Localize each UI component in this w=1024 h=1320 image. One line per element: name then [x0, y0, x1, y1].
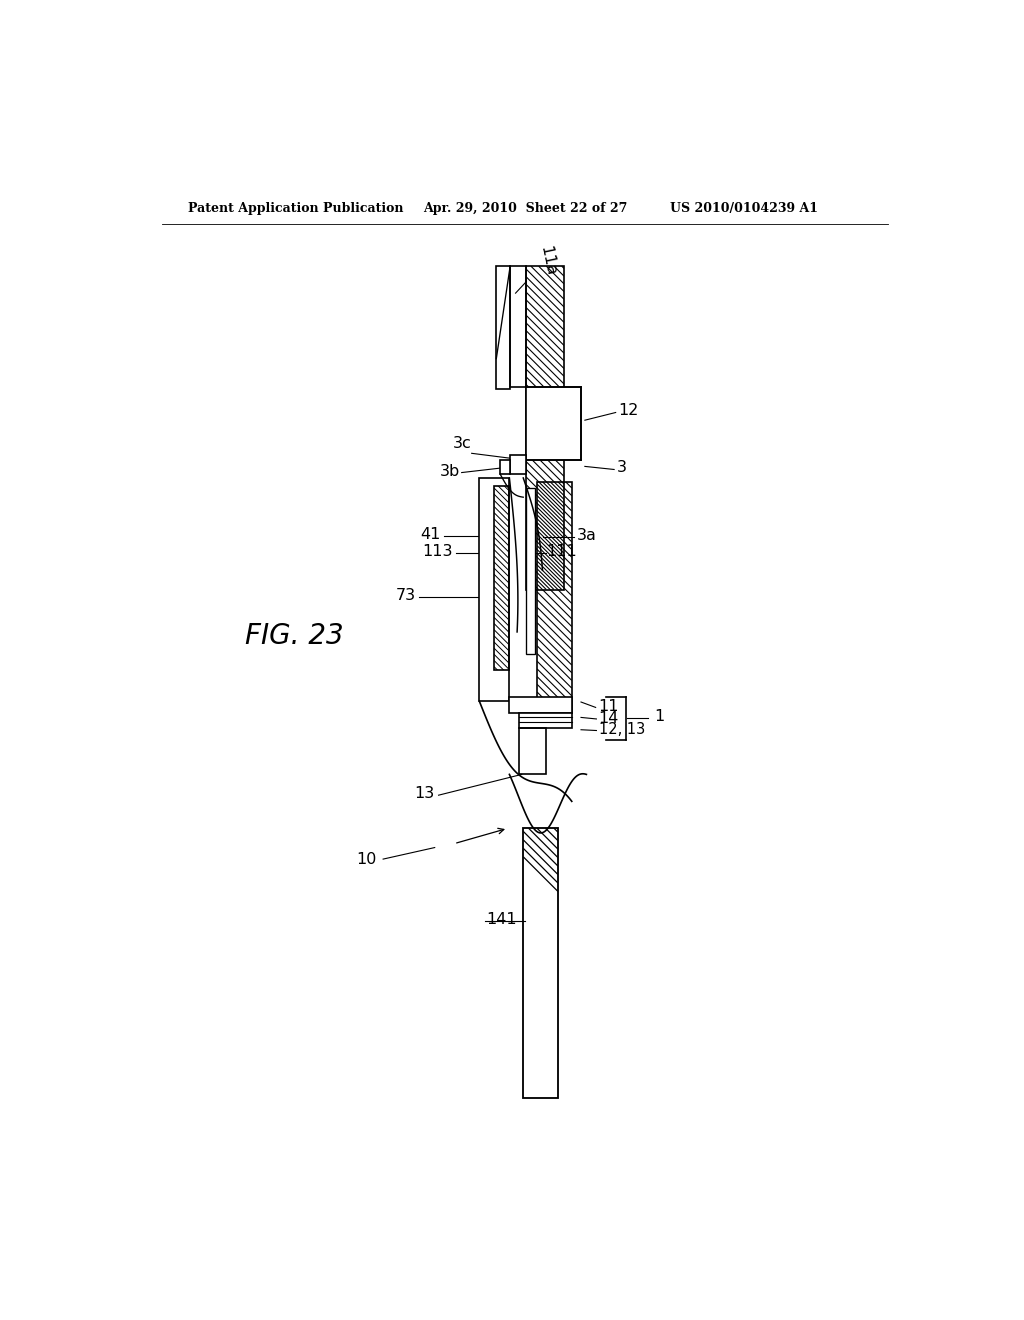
Bar: [497, 267, 510, 389]
Bar: [523, 829, 558, 1098]
Bar: [500, 461, 510, 474]
Bar: [554, 387, 581, 461]
Bar: [494, 486, 509, 671]
Text: 113: 113: [422, 544, 453, 558]
Bar: [509, 697, 571, 713]
Text: 111: 111: [547, 544, 578, 558]
Text: Apr. 29, 2010  Sheet 22 of 27: Apr. 29, 2010 Sheet 22 of 27: [423, 202, 628, 215]
Text: 10: 10: [356, 851, 377, 867]
Text: 3c: 3c: [453, 436, 472, 451]
Bar: [538, 482, 571, 713]
Text: 12: 12: [618, 404, 639, 418]
Bar: [525, 387, 581, 461]
Text: 11: 11: [598, 700, 618, 714]
Text: 73: 73: [395, 589, 416, 603]
Text: 13: 13: [415, 787, 435, 801]
Text: 12, 13: 12, 13: [599, 722, 645, 738]
Text: Patent Application Publication: Patent Application Publication: [188, 202, 403, 215]
Text: 1: 1: [654, 709, 665, 725]
Bar: [519, 713, 571, 729]
Bar: [479, 478, 509, 701]
Bar: [525, 267, 564, 590]
Text: 3a: 3a: [578, 528, 597, 544]
Text: 141: 141: [486, 912, 517, 927]
Text: 11a: 11a: [538, 246, 558, 277]
Text: 41: 41: [421, 527, 441, 541]
Text: 3: 3: [617, 461, 627, 475]
Text: US 2010/0104239 A1: US 2010/0104239 A1: [670, 202, 817, 215]
Text: 14: 14: [599, 710, 620, 726]
Bar: [510, 455, 525, 474]
Text: FIG. 23: FIG. 23: [245, 622, 343, 649]
Bar: [519, 729, 547, 775]
Bar: [510, 267, 525, 387]
Text: 3b: 3b: [440, 465, 460, 479]
Bar: [525, 488, 535, 653]
